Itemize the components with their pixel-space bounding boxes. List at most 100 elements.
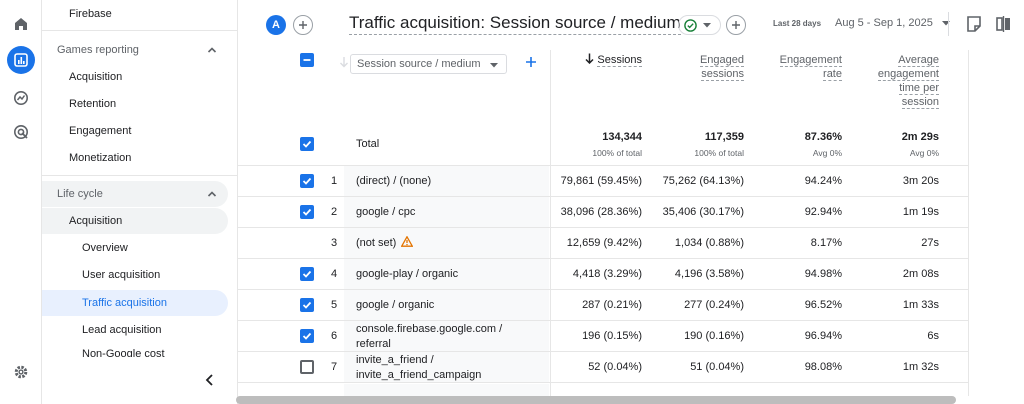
row-checkbox[interactable] xyxy=(300,205,314,219)
dimension-cell-bg xyxy=(344,228,549,258)
dimension-cell-bg xyxy=(344,321,549,351)
compare-icon[interactable] xyxy=(995,15,1013,33)
table-row[interactable]: 3 (not set) 12,659 (9.42%) 1,034 (0.88%)… xyxy=(238,228,969,259)
add-comparison-button[interactable] xyxy=(293,15,313,35)
row-checkbox[interactable] xyxy=(300,267,314,281)
comparison-avatar[interactable]: A xyxy=(266,15,286,35)
header-label: Engagement xyxy=(779,54,842,67)
sidebar-item-label: Overview xyxy=(82,242,128,254)
sidebar-item-label: Monetization xyxy=(69,152,132,164)
row-time: 1m 33s xyxy=(902,299,939,311)
sidebar-item-label: Engagement xyxy=(69,125,132,137)
total-sessions: 134,344 xyxy=(602,131,642,143)
table-row[interactable]: 4 google-play / organic 4,418 (3.29%) 4,… xyxy=(238,259,969,290)
sidebar-item-retention[interactable]: Retention xyxy=(42,91,228,117)
row-rate: 8.17% xyxy=(810,237,842,249)
add-dimension-plus-icon[interactable] xyxy=(525,56,537,68)
table-row[interactable]: 5 google / organic 287 (0.21%) 277 (0.24… xyxy=(238,290,969,321)
chevron-left-icon xyxy=(205,374,213,386)
dimension-text: (not set) xyxy=(356,237,397,249)
row-dimension[interactable]: console.firebase.google.com / referral xyxy=(356,322,502,352)
row-dimension[interactable]: google / cpc xyxy=(356,205,415,220)
chevron-up-icon xyxy=(207,191,217,197)
sidebar-item-engagement[interactable]: Engagement xyxy=(42,118,228,144)
sidebar-item-games-acquisition[interactable]: Acquisition xyxy=(42,64,228,90)
horizontal-scrollbar[interactable] xyxy=(236,396,956,404)
sidebar-item-firebase[interactable]: Firebase xyxy=(42,1,228,27)
report-title: Traffic acquisition: Session source / me… xyxy=(349,13,681,35)
explore-icon[interactable] xyxy=(7,84,35,112)
data-quality-dropdown[interactable] xyxy=(678,15,721,35)
row-dimension[interactable]: (not set) xyxy=(356,235,414,251)
sidebar-item-lifecycle-acquisition[interactable]: Acquisition xyxy=(42,208,228,234)
customize-report-icon[interactable] xyxy=(965,15,983,33)
header-sessions[interactable]: Sessions xyxy=(558,53,642,67)
row-sessions: 52 (0.04%) xyxy=(588,361,642,373)
sidebar-item-label: Lead acquisition xyxy=(82,324,162,336)
row-dimension[interactable]: (direct) / (none) xyxy=(356,174,431,189)
row-engaged: 51 (0.04%) xyxy=(690,361,744,373)
header-label: Average xyxy=(898,54,939,67)
sidebar-item-lead-acquisition[interactable]: Lead acquisition xyxy=(42,317,228,343)
row-checkbox[interactable] xyxy=(300,298,314,312)
checkmark-icon xyxy=(302,270,312,278)
header-engagement-rate[interactable]: Engagement rate xyxy=(758,53,842,81)
header-avg-engagement-time[interactable]: Average engagement time per session xyxy=(848,53,939,109)
collapse-sidebar-button[interactable] xyxy=(202,372,218,388)
table-row[interactable]: 7 invite_a_friend / invite_a_friend_campa… xyxy=(238,352,969,383)
row-checkbox[interactable] xyxy=(300,360,314,374)
dimension-text: invite_a_friend_campaign xyxy=(356,369,482,381)
header-label: Sessions xyxy=(597,54,642,67)
row-time: 2m 08s xyxy=(902,268,939,280)
sidebar-divider xyxy=(42,30,237,31)
row-engaged: 75,262 (64.13%) xyxy=(662,175,744,187)
row-dimension[interactable]: invite_a_friend / invite_a_friend_campaig… xyxy=(356,353,481,383)
row-number: 2 xyxy=(330,206,338,218)
caret-down-icon xyxy=(490,63,498,68)
total-engaged-sub: 100% of total xyxy=(694,148,744,158)
add-filter-button[interactable] xyxy=(726,15,746,35)
table-row[interactable]: 6 console.firebase.google.com / referral … xyxy=(238,321,969,352)
header-label: rate xyxy=(823,68,842,81)
section-games-reporting[interactable]: Games reporting xyxy=(42,37,228,63)
sort-arrow-down-icon xyxy=(340,57,348,68)
dimension-text: console.firebase.google.com / xyxy=(356,323,503,335)
sidebar-item-monetization[interactable]: Monetization xyxy=(42,145,228,171)
plus-icon xyxy=(299,21,307,29)
dimension-text: google / organic xyxy=(356,299,435,311)
sidebar-item-label: Retention xyxy=(69,98,117,110)
checkmark-icon xyxy=(302,177,312,185)
row-sessions: 287 (0.21%) xyxy=(582,299,642,311)
row-number: 4 xyxy=(330,268,338,280)
checkmark-icon xyxy=(302,332,312,340)
sidebar-item-overview[interactable]: Overview xyxy=(42,235,228,261)
dimension-cell-bg xyxy=(344,352,549,382)
totals-checkbox[interactable] xyxy=(300,137,314,151)
dimension-cell-bg xyxy=(344,290,549,320)
totals-label: Total xyxy=(356,138,380,150)
sidebar: Firebase Games reporting Acquisition Ret… xyxy=(42,0,237,404)
advertising-icon[interactable] xyxy=(7,118,35,146)
section-life-cycle[interactable]: Life cycle xyxy=(42,181,228,207)
select-all-checkbox[interactable] xyxy=(300,53,314,67)
date-range-picker[interactable]: Aug 5 - Sep 1, 2025 xyxy=(835,17,950,29)
row-checkbox[interactable] xyxy=(300,329,314,343)
header-engaged-sessions[interactable]: Engaged sessions xyxy=(658,53,744,81)
header-label: engagement xyxy=(877,68,939,81)
row-dimension[interactable]: google-play / organic xyxy=(356,267,458,282)
total-time: 2m 29s xyxy=(901,131,939,143)
sidebar-item-non-google-cost[interactable]: Non-Google cost xyxy=(42,344,228,357)
primary-dimension-select[interactable]: Session source / medium xyxy=(350,54,507,74)
row-number: 5 xyxy=(330,299,338,311)
dimension-cell-bg xyxy=(344,166,549,196)
reports-icon[interactable] xyxy=(7,46,35,74)
row-dimension[interactable]: google / organic xyxy=(356,298,434,313)
sidebar-item-label: Traffic acquisition xyxy=(82,297,167,309)
sidebar-item-user-acquisition[interactable]: User acquisition xyxy=(42,262,228,288)
row-checkbox[interactable] xyxy=(300,174,314,188)
table-row[interactable]: 1 (direct) / (none) 79,861 (59.45%) 75,2… xyxy=(238,166,969,197)
sidebar-item-traffic-acquisition[interactable]: Traffic acquisition xyxy=(42,290,228,316)
home-icon[interactable] xyxy=(7,10,35,38)
settings-gear-icon[interactable] xyxy=(7,358,35,386)
table-row[interactable]: 2 google / cpc 38,096 (28.36%) 35,406 (3… xyxy=(238,197,969,228)
